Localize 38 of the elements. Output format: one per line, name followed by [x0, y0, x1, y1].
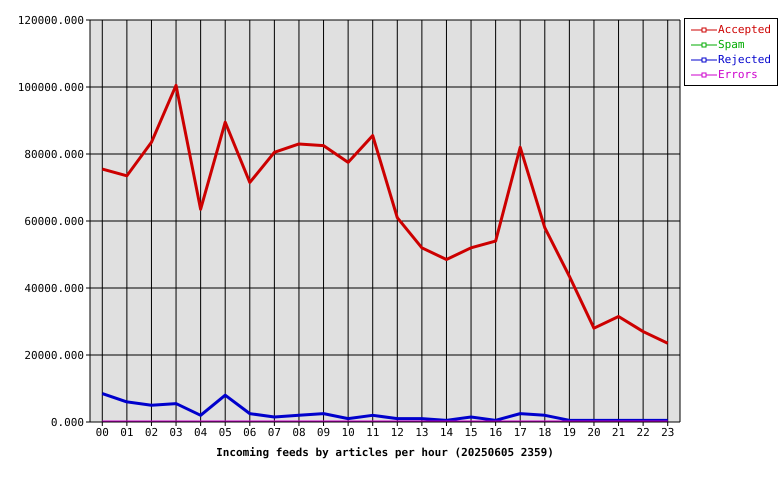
x-tick-label: 05 — [218, 426, 232, 439]
y-tick-label: 80000.000 — [24, 148, 84, 161]
x-tick-label: 03 — [169, 426, 183, 439]
x-tick-label: 00 — [96, 426, 109, 439]
line-series — [100, 392, 670, 422]
legend-label: Rejected — [718, 52, 771, 67]
x-tick-label: 14 — [440, 426, 454, 439]
x-tick-label: 09 — [316, 426, 330, 439]
y-tick-label: 40000.000 — [24, 282, 84, 295]
x-tick-label: 06 — [243, 426, 256, 439]
x-tick-label: 21 — [612, 426, 626, 439]
x-tick-label: 02 — [144, 426, 158, 439]
x-tick-label: 07 — [268, 426, 281, 439]
x-tick-label: 15 — [464, 426, 478, 439]
x-tick-label: 22 — [636, 426, 650, 439]
y-tick-label: 60000.000 — [24, 214, 84, 228]
x-tick-label: 17 — [514, 426, 527, 439]
x-tick-label: 23 — [661, 426, 674, 439]
x-tick-label: 08 — [292, 426, 306, 439]
x-tick-label: 13 — [415, 426, 428, 439]
x-axis-title: Incoming feeds by articles per hour (20250605 2359) — [216, 446, 554, 459]
x-tick-label: 04 — [194, 426, 208, 439]
x-tick-label: 18 — [538, 426, 552, 439]
y-tick-label: 100000.000 — [18, 80, 84, 94]
legend-label: Accepted — [718, 22, 771, 37]
x-tick-label: 01 — [120, 426, 134, 439]
x-tick-label: 12 — [390, 426, 404, 439]
y-tick-label: 0.000 — [50, 416, 84, 429]
legend-label: Errors — [718, 67, 758, 82]
y-tick-label: 20000.000 — [24, 348, 84, 362]
x-tick-label: 10 — [342, 426, 355, 439]
legend-label: Spam — [718, 37, 745, 52]
x-tick-label: 20 — [587, 426, 601, 439]
y-tick-label: 120000.000 — [18, 14, 84, 27]
x-tick-label: 11 — [366, 426, 380, 439]
x-tick-label: 16 — [489, 426, 502, 439]
line-series — [100, 84, 670, 345]
x-tick-label: 19 — [562, 426, 576, 439]
